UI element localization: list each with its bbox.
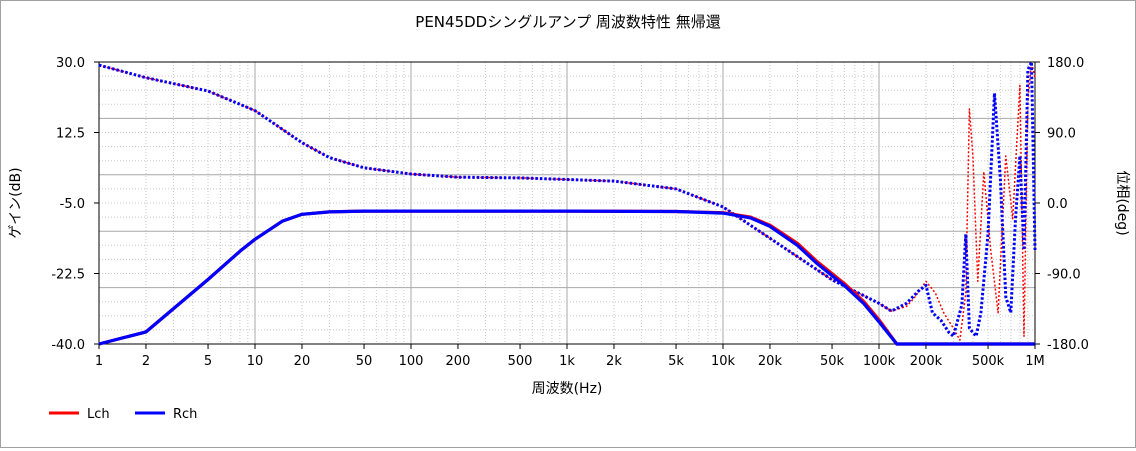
x-tick-label: 100k xyxy=(863,354,896,369)
y-right-tick-label: 90.0 xyxy=(1047,127,1076,142)
legend-label-lch: Lch xyxy=(87,407,110,422)
x-tick-label: 5 xyxy=(204,354,212,369)
lch-phase-line xyxy=(98,61,1036,341)
y-right-tick-label: -180.0 xyxy=(1047,338,1089,353)
y-right-tick-label: -90.0 xyxy=(1047,268,1081,283)
y-left-tick-label: -5.0 xyxy=(60,197,85,212)
y-left-tick-label: -40.0 xyxy=(51,338,85,353)
grid xyxy=(98,62,1035,344)
y-right-axis-label: 位相(deg) xyxy=(1114,170,1130,235)
x-tick-label: 500k xyxy=(972,354,1005,369)
x-tick-label: 1M xyxy=(1025,354,1045,369)
x-tick-label: 1 xyxy=(95,354,103,369)
y-left-tick-label: 12.5 xyxy=(56,127,85,142)
x-tick-label: 200k xyxy=(910,354,943,369)
x-tick-label: 100 xyxy=(399,354,424,369)
y-left-tick-label: -22.5 xyxy=(51,268,85,283)
x-tick-label: 1k xyxy=(559,354,575,369)
legend-label-rch: Rch xyxy=(173,407,197,422)
x-tick-label: 5k xyxy=(668,354,684,369)
x-axis-ticks: 1 2 5 10 20 50 100 200 500 1k 2k 5k 10k 20k 50k 100k 200… xyxy=(95,344,1045,369)
y-right-axis-ticks: 180.0 90.0 0.0 -90.0 -180.0 xyxy=(1035,56,1089,353)
x-tick-label: 50 xyxy=(356,354,373,369)
y-left-axis-ticks: 30.0 12.5 -5.0 -22.5 -40.0 xyxy=(51,56,99,353)
x-tick-label: 2k xyxy=(606,354,622,369)
x-tick-label: 2 xyxy=(142,354,150,369)
y-left-tick-label: 30.0 xyxy=(56,56,85,71)
x-tick-label: 10k xyxy=(711,354,736,369)
x-tick-label: 500 xyxy=(508,354,533,369)
y-right-tick-label: 0.0 xyxy=(1047,197,1068,212)
legend-item-lch: Lch xyxy=(49,407,110,422)
y-right-tick-label: 180.0 xyxy=(1047,56,1084,71)
y-left-axis-label: ゲイン(dB) xyxy=(8,167,24,238)
x-tick-label: 20 xyxy=(294,354,311,369)
rch-gain-line xyxy=(98,209,1035,346)
chart-title: PEN45DDシングルアンプ 周波数特性 無帰還 xyxy=(415,13,720,31)
x-tick-label: 20k xyxy=(758,354,783,369)
x-tick-label: 10 xyxy=(247,354,264,369)
x-axis-label: 周波数(Hz) xyxy=(532,381,603,397)
rch-phase-line xyxy=(98,60,1037,338)
series-layer xyxy=(98,60,1037,346)
legend: Lch Rch xyxy=(49,407,197,422)
legend-item-rch: Rch xyxy=(135,407,197,422)
x-tick-label: 200 xyxy=(446,354,471,369)
x-tick-label: 50k xyxy=(820,354,845,369)
